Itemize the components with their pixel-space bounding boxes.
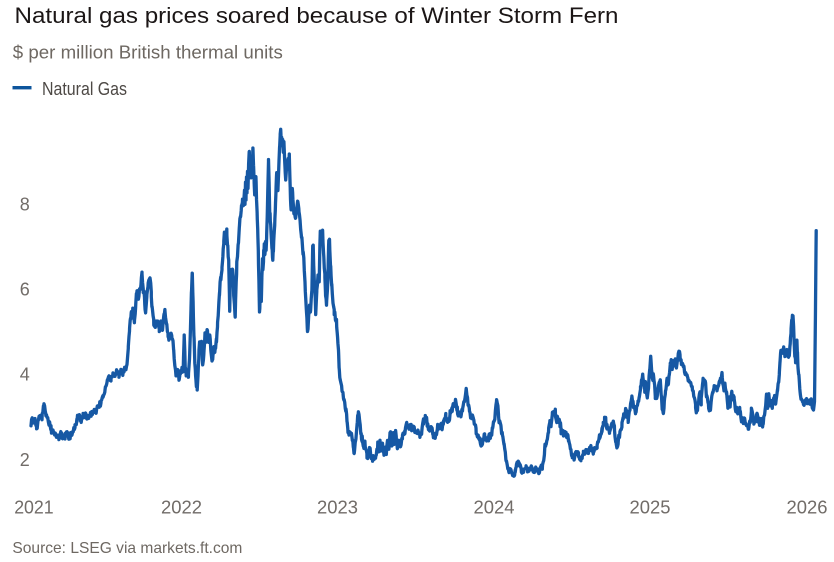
svg-text:4: 4	[20, 365, 30, 385]
svg-text:2023: 2023	[317, 498, 358, 518]
svg-text:Natural gas prices soared beca: Natural gas prices soared because of Win…	[15, 3, 619, 28]
svg-text:6: 6	[20, 280, 30, 300]
svg-text:2025: 2025	[630, 498, 671, 518]
svg-text:Source: LSEG via markets.ft.co: Source: LSEG via markets.ft.com	[12, 540, 242, 557]
svg-text:2: 2	[20, 450, 30, 470]
svg-text:$ per million British thermal: $ per million British thermal units	[13, 42, 283, 63]
svg-text:2021: 2021	[14, 498, 54, 518]
svg-text:2026: 2026	[787, 498, 828, 518]
svg-text:8: 8	[20, 194, 30, 214]
svg-text:2024: 2024	[474, 498, 515, 518]
svg-text:2022: 2022	[161, 498, 202, 518]
svg-text:Natural Gas: Natural Gas	[42, 79, 127, 99]
